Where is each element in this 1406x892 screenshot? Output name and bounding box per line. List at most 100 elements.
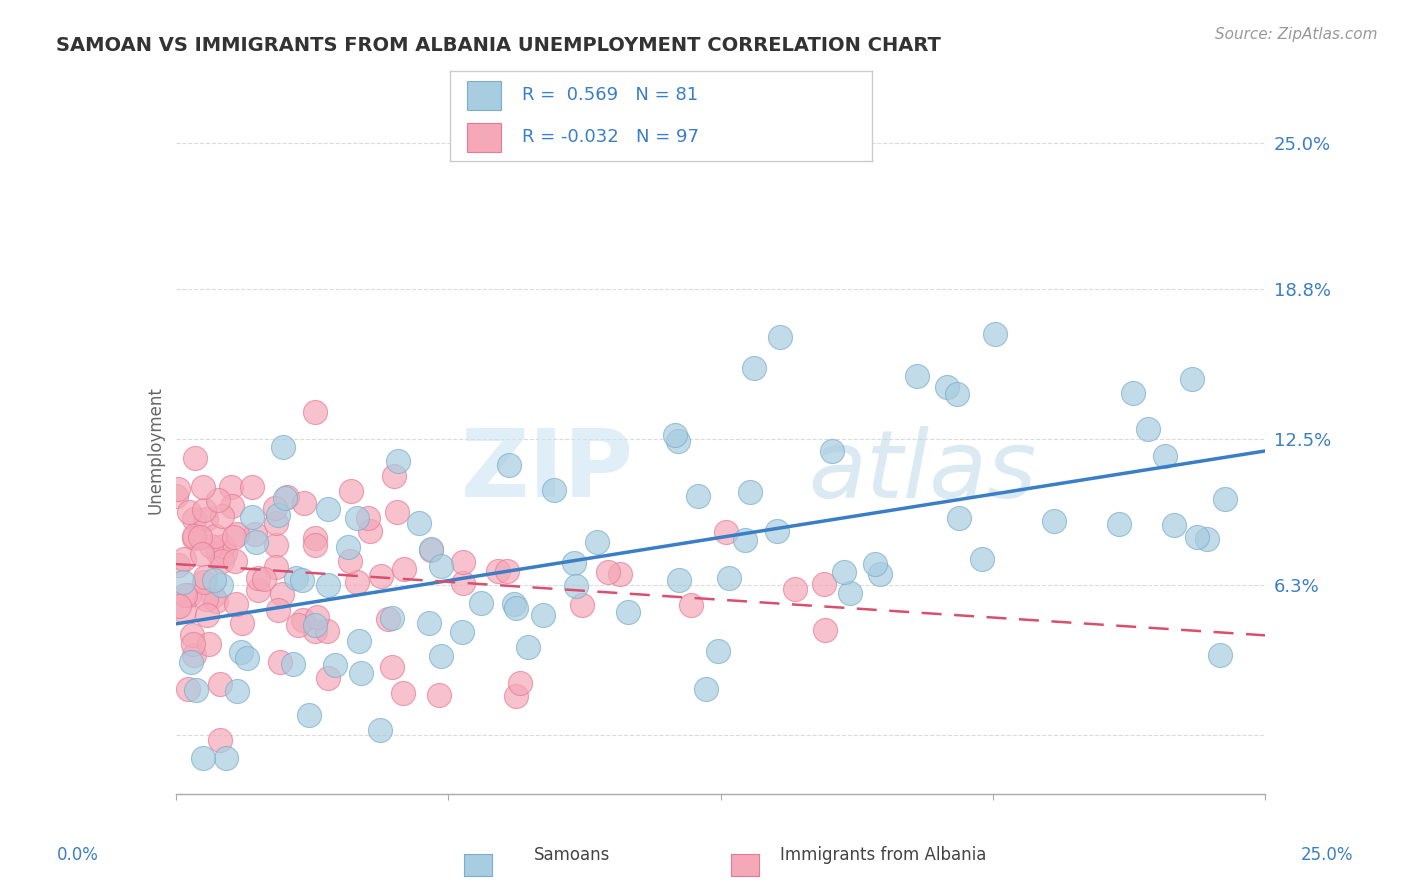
Point [287,617,309,632]
Point [370,569,392,583]
Text: Source: ZipAtlas.com: Source: ZipAtlas.com [1215,27,1378,42]
Point [179,505,201,519]
Text: atlas: atlas [807,425,1036,516]
Point [453,555,475,569]
Point [429,688,451,702]
Point [1195,532,1218,546]
Point [198,637,221,651]
Point [392,686,415,700]
Point [183,529,205,543]
Point [562,557,585,571]
Point [202,573,225,587]
Point [167,482,190,496]
Point [1136,422,1159,436]
FancyBboxPatch shape [467,81,501,110]
Point [191,751,214,765]
Point [231,616,253,631]
Point [617,605,640,619]
Point [420,542,443,557]
Point [543,483,565,498]
Point [783,582,806,596]
Point [273,441,295,455]
Text: SAMOAN VS IMMIGRANTS FROM ALBANIA UNEMPLOYMENT CORRELATION CHART: SAMOAN VS IMMIGRANTS FROM ALBANIA UNEMPL… [56,36,941,54]
Point [517,640,540,655]
Point [1043,514,1066,528]
Point [695,681,717,696]
Point [292,496,315,510]
Point [486,564,509,578]
Point [821,444,844,458]
Point [194,570,217,584]
Point [717,571,740,585]
Point [349,666,371,681]
Point [173,604,195,618]
Point [264,516,287,530]
Point [184,683,207,698]
Point [292,613,315,627]
Point [316,502,339,516]
Point [273,491,295,505]
Point [769,330,792,344]
Point [172,575,194,590]
Point [180,628,202,642]
Point [983,327,1005,342]
Point [668,574,690,588]
Point [207,546,229,560]
Point [177,588,200,602]
Point [429,559,451,574]
Point [336,540,359,554]
Point [224,554,246,568]
Point [209,578,232,592]
Point [1213,492,1236,507]
Point [253,572,276,586]
Point [305,610,328,624]
Point [183,531,205,545]
Point [905,368,928,383]
Point [267,603,290,617]
Point [392,562,415,576]
Point [195,591,218,606]
Point [495,564,517,578]
Point [948,510,970,524]
Point [184,450,207,465]
Y-axis label: Unemployment: Unemployment [146,386,165,515]
Point [346,510,368,524]
Point [236,651,259,665]
Point [1108,516,1130,531]
Point [451,576,474,591]
Point [246,583,269,598]
Point [1154,449,1177,463]
Point [1185,530,1208,544]
Point [193,574,215,589]
Point [173,552,195,566]
Point [609,566,631,581]
Point [212,539,235,553]
Point [204,594,226,608]
Point [169,599,191,613]
Text: R = -0.032   N = 97: R = -0.032 N = 97 [522,128,699,146]
Point [531,608,554,623]
Point [946,386,969,401]
FancyBboxPatch shape [467,123,501,152]
Point [1122,385,1144,400]
Point [1163,518,1185,533]
Point [304,538,326,552]
Point [970,552,993,566]
Point [382,469,405,483]
Point [1181,372,1204,386]
Point [215,751,238,765]
Point [270,587,292,601]
Point [183,637,205,651]
Point [498,458,520,473]
Text: 0.0%: 0.0% [56,846,98,863]
Point [714,524,737,539]
Point [264,500,287,515]
Point [565,578,588,592]
Point [1209,648,1232,662]
Point [226,526,249,541]
Point [707,644,730,658]
Point [316,577,339,591]
Point [339,554,361,568]
Point [221,499,243,513]
Point [666,434,689,449]
